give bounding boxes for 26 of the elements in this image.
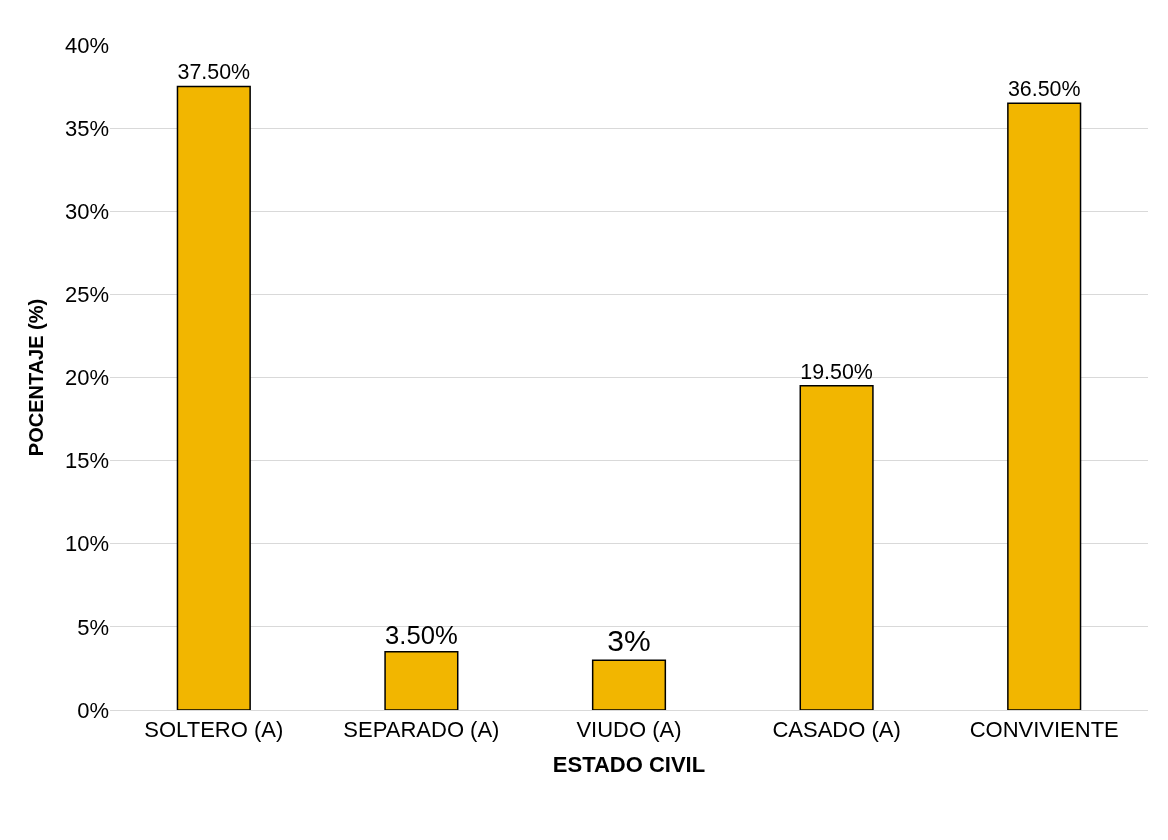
- data-label: 36.50%: [1007, 76, 1081, 101]
- y-tick-label: 40%: [64, 32, 109, 58]
- x-tick-label: SEPARADO (A): [343, 717, 500, 743]
- bar: [176, 85, 251, 710]
- y-tick-label: 20%: [64, 365, 109, 391]
- data-label: 3%: [607, 624, 651, 658]
- x-axis-title: ESTADO CIVIL: [552, 752, 706, 778]
- x-tick-label: CONVIVIENTE: [969, 717, 1119, 743]
- x-tick-label: CASADO (A): [772, 717, 901, 743]
- bar: [799, 385, 874, 710]
- x-tick-label: SOLTERO (A): [144, 717, 284, 743]
- y-tick-label: 25%: [64, 282, 109, 308]
- y-axis-title: POCENTAJE (%): [25, 298, 48, 457]
- bar: [591, 659, 667, 710]
- y-tick-label: 10%: [64, 531, 109, 557]
- bar: [384, 651, 459, 710]
- y-tick-label: 30%: [64, 198, 109, 224]
- bar: [1007, 102, 1082, 710]
- y-tick-label: 0%: [77, 697, 109, 723]
- y-tick-label: 5%: [77, 614, 109, 640]
- y-tick-label: 15%: [64, 448, 109, 474]
- data-label: 37.50%: [177, 60, 251, 85]
- x-tick-label: VIUDO (A): [576, 717, 682, 743]
- data-label: 3.50%: [385, 620, 458, 649]
- data-label: 19.50%: [800, 359, 873, 384]
- y-tick-label: 35%: [64, 115, 109, 141]
